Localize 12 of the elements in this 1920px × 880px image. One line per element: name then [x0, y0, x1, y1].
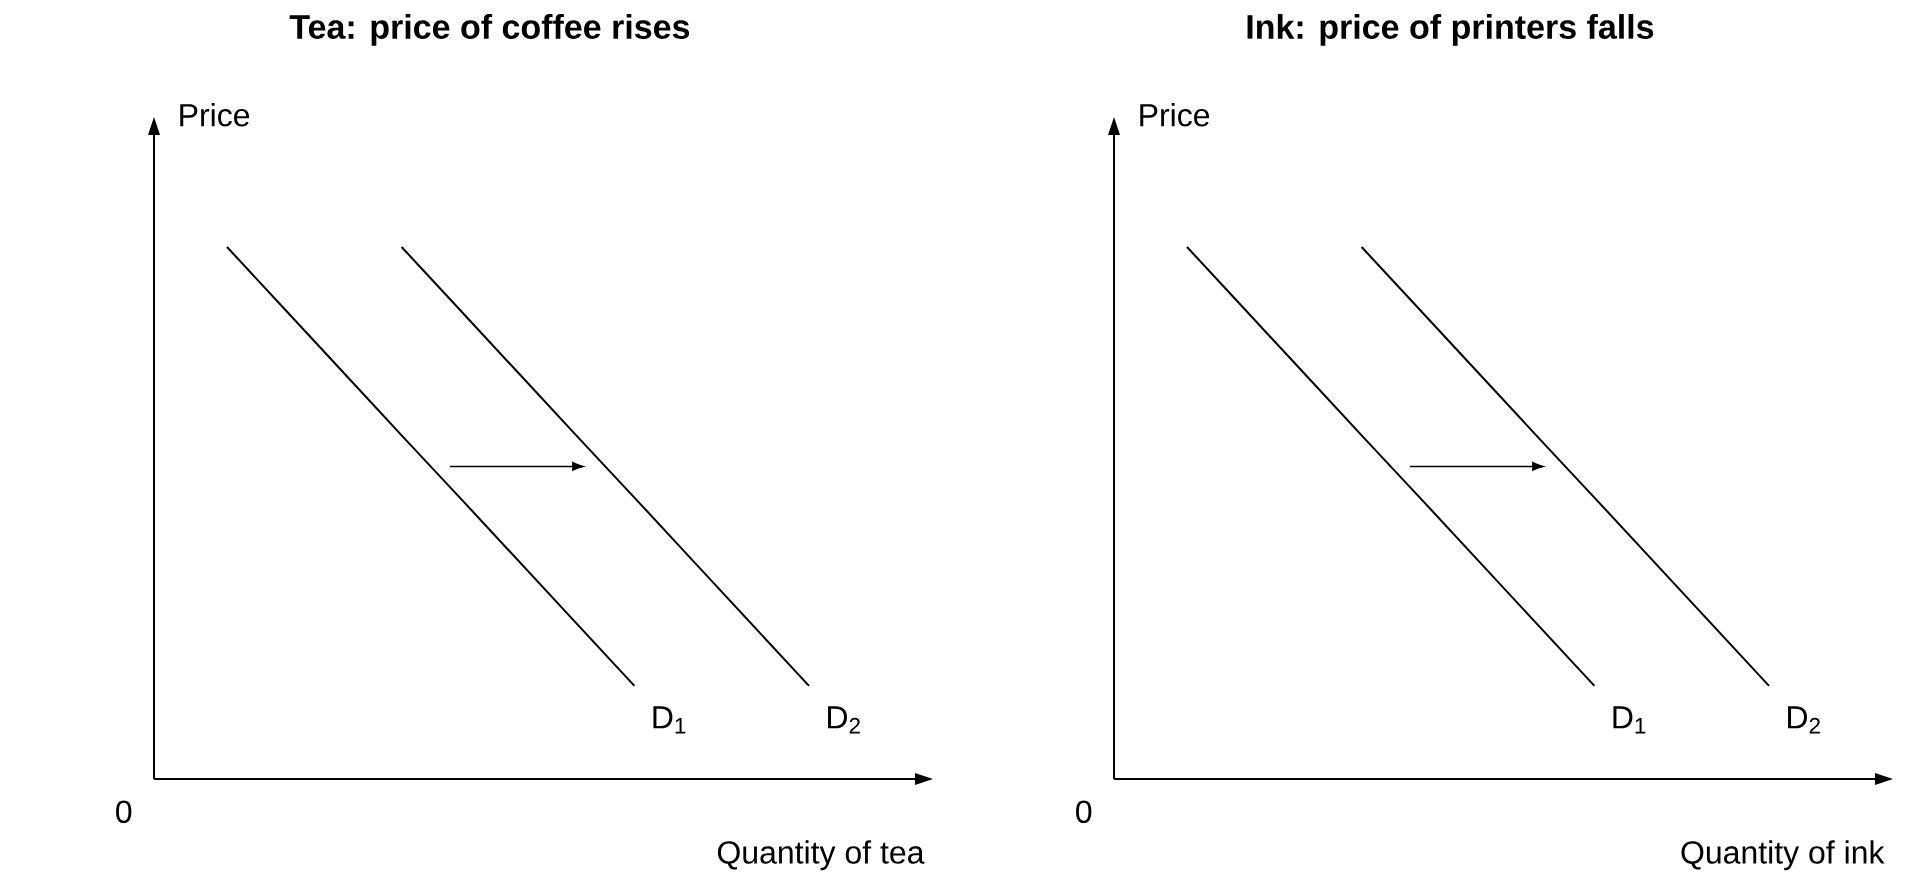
x-axis-title: Quantity of tea [717, 840, 925, 871]
y-axis-title: Price [1140, 103, 1210, 127]
series-label: D$_{1}$ [653, 706, 686, 734]
series-label: D$_{2}$ [1788, 706, 1820, 734]
x-axis-title: Quantity of ink [1681, 840, 1885, 871]
series-label: D$_{1}$ [1613, 706, 1646, 734]
text: 0 [116, 800, 132, 824]
series-label: D$_{2}$ [828, 706, 860, 734]
chart-title: Tea: price of coffee rises [289, 14, 690, 46]
chart-title: Ink: price of printers falls [1247, 14, 1654, 46]
text: 0 [1076, 800, 1092, 824]
y-axis-title: Price [180, 103, 250, 127]
